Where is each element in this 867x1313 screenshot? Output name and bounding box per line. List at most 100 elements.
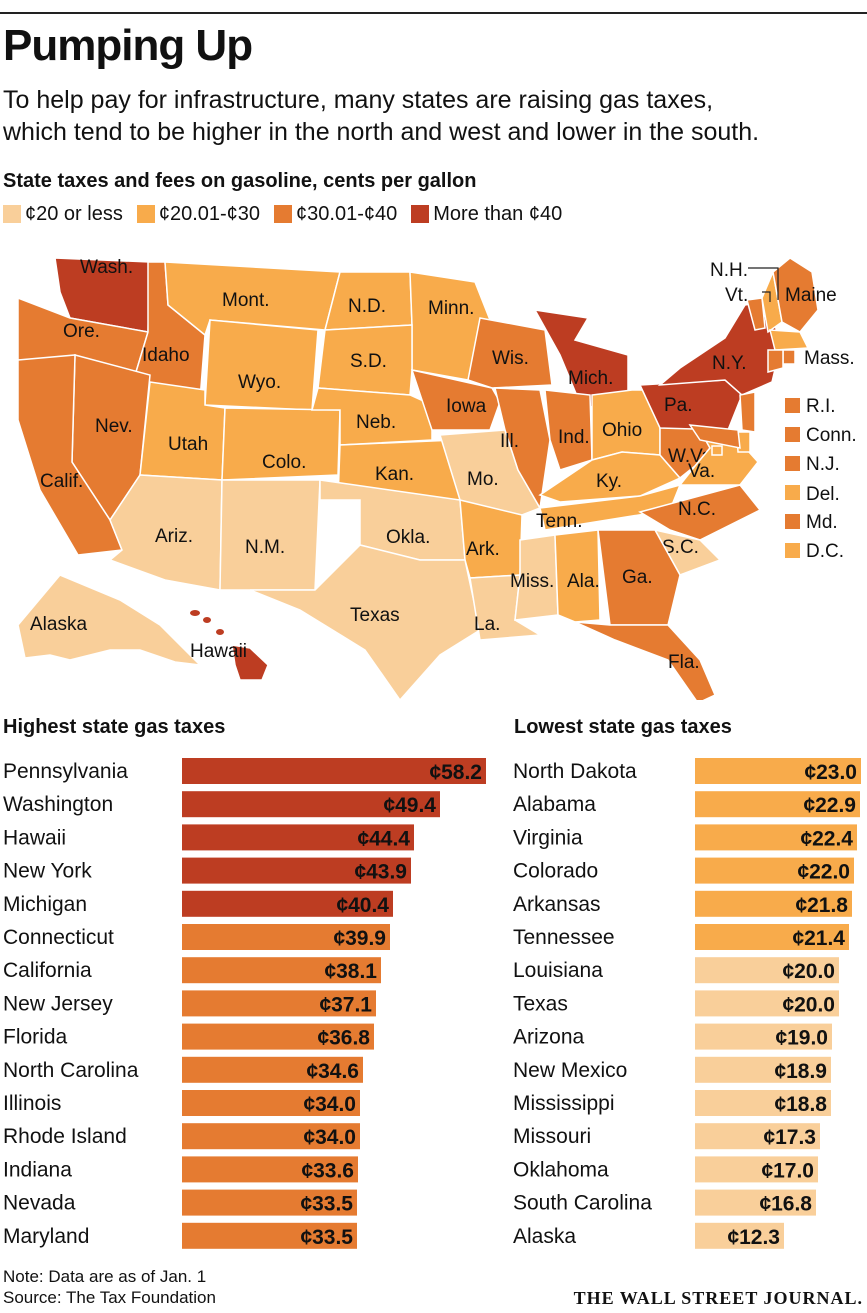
state-wyo — [204, 319, 319, 411]
state-label-n-c: N.C. — [678, 499, 716, 520]
bar — [182, 1123, 360, 1150]
category-label: Illinois — [3, 1092, 61, 1115]
state-label-n-j: N.J. — [806, 454, 840, 475]
state-label-n-d: N.D. — [348, 296, 386, 317]
value-label: ¢58.2 — [429, 761, 482, 784]
value-label: ¢33.6 — [301, 1159, 354, 1182]
value-label: ¢22.0 — [797, 861, 850, 884]
highest-taxes-title: Highest state gas taxes — [3, 716, 226, 738]
legend-item-tier4: More than ¢40 — [411, 203, 562, 226]
state-s-d — [317, 324, 413, 396]
value-label: ¢39.9 — [333, 927, 386, 950]
bar — [182, 1189, 357, 1216]
value-label: ¢23.0 — [804, 761, 857, 784]
subtitle-line-2: which tend to be higher in the north and… — [3, 118, 760, 146]
state-n-c — [638, 484, 762, 541]
bar — [182, 758, 486, 784]
state-label-iowa: Iowa — [446, 396, 487, 417]
bar — [695, 1023, 832, 1050]
subtitle-line-1: To help pay for infrastructure, many sta… — [3, 86, 714, 114]
state-label-conn: Conn. — [806, 425, 857, 446]
state-r-i — [782, 349, 796, 365]
category-label: Arkansas — [513, 893, 601, 916]
state-label-fla: Fla. — [668, 652, 700, 673]
bar — [182, 857, 411, 884]
state-fla — [574, 621, 716, 700]
state-label-vt: Vt. — [725, 285, 748, 306]
state-label-ark: Ark. — [466, 539, 500, 560]
state-label-ohio: Ohio — [602, 420, 642, 441]
state-label-idaho: Idaho — [142, 345, 190, 366]
category-label: Mississippi — [513, 1092, 615, 1115]
state-label-ariz: Ariz. — [155, 526, 193, 547]
us-state-map: Wash. Ore. Idaho Mont. N.D. Minn. Wyo. S.D. Wis.… — [17, 257, 857, 700]
category-label: New Jersey — [3, 992, 113, 1015]
bar — [695, 758, 861, 784]
note-text: Note: Data are as of Jan. 1 — [3, 1267, 207, 1286]
category-label: Tennessee — [513, 926, 615, 949]
category-label: Missouri — [513, 1125, 591, 1148]
state-vt — [746, 297, 766, 331]
category-label: North Carolina — [3, 1059, 139, 1082]
label-leader-line — [762, 291, 771, 302]
value-label: ¢40.4 — [336, 894, 389, 917]
state-label-calif: Calif. — [40, 471, 83, 492]
legend-swatch — [274, 205, 293, 223]
category-label: Texas — [513, 992, 568, 1015]
value-label: ¢18.9 — [774, 1060, 827, 1083]
state-label-ala: Ala. — [567, 571, 600, 592]
category-label: South Carolina — [513, 1192, 652, 1215]
state-label-ind: Ind. — [558, 427, 590, 448]
state-label-hawaii: Hawaii — [190, 641, 247, 662]
category-label: Maryland — [3, 1225, 89, 1248]
state-hawaii — [231, 644, 269, 681]
state-label-tenn: Tenn. — [536, 511, 582, 532]
state-label-utah: Utah — [168, 434, 208, 455]
state-label-wis: Wis. — [492, 348, 529, 369]
state-label-la: La. — [474, 614, 500, 635]
value-label: ¢18.8 — [774, 1093, 827, 1116]
footnote: Note: Data are as of Jan. 1 Source: The … — [3, 1266, 216, 1308]
bar — [182, 924, 390, 950]
state-label-d-c: D.C. — [806, 541, 844, 562]
bar — [695, 1222, 784, 1249]
value-label: ¢36.8 — [317, 1027, 370, 1050]
lowest-taxes-bar-chart: North Dakota ¢23.0 Alabama ¢22.9 Virginia ¢22… — [513, 758, 861, 1249]
state-mass — [769, 329, 810, 351]
bar — [695, 791, 860, 818]
state-label-neb: Neb. — [356, 412, 396, 433]
value-label: ¢17.3 — [763, 1126, 816, 1149]
state-label-nev: Nev. — [95, 416, 133, 437]
small-state-key — [785, 427, 800, 442]
state-label-ill: Ill. — [500, 431, 519, 452]
state-tenn — [539, 483, 682, 531]
category-label: Hawaii — [3, 826, 66, 849]
category-label: Rhode Island — [3, 1125, 127, 1148]
small-state-key — [785, 398, 800, 413]
category-label: Colorado — [513, 860, 598, 883]
category-label: North Dakota — [513, 760, 637, 783]
legend-item-tier1: ¢20 or less — [3, 203, 123, 226]
state-label-n-h: N.H. — [710, 260, 748, 281]
state-iowa — [410, 368, 501, 431]
lowest-taxes-title: Lowest state gas taxes — [514, 716, 732, 738]
category-label: Oklahoma — [513, 1158, 609, 1181]
state-wis — [467, 317, 553, 389]
value-label: ¢37.1 — [319, 993, 372, 1016]
bar — [695, 957, 839, 984]
state-miss — [514, 534, 559, 621]
category-label: Alaska — [513, 1225, 576, 1248]
small-state-key — [785, 514, 800, 529]
state-label-n-m: N.M. — [245, 537, 285, 558]
state-hawaii-islet — [190, 610, 200, 616]
value-label: ¢17.0 — [761, 1159, 814, 1182]
category-label: Arizona — [513, 1026, 585, 1049]
value-label: ¢44.4 — [357, 827, 410, 850]
top-rule — [0, 12, 867, 14]
bar — [182, 957, 381, 984]
value-label: ¢34.0 — [303, 1126, 356, 1149]
map-legend: ¢20 or less ¢20.01-¢30 ¢30.01-¢40 More t… — [3, 200, 576, 228]
wsj-brand: THE WALL STREET JOURNAL. — [573, 1288, 863, 1308]
value-label: ¢21.8 — [795, 894, 848, 917]
source-text: Source: The Tax Foundation — [3, 1288, 216, 1307]
